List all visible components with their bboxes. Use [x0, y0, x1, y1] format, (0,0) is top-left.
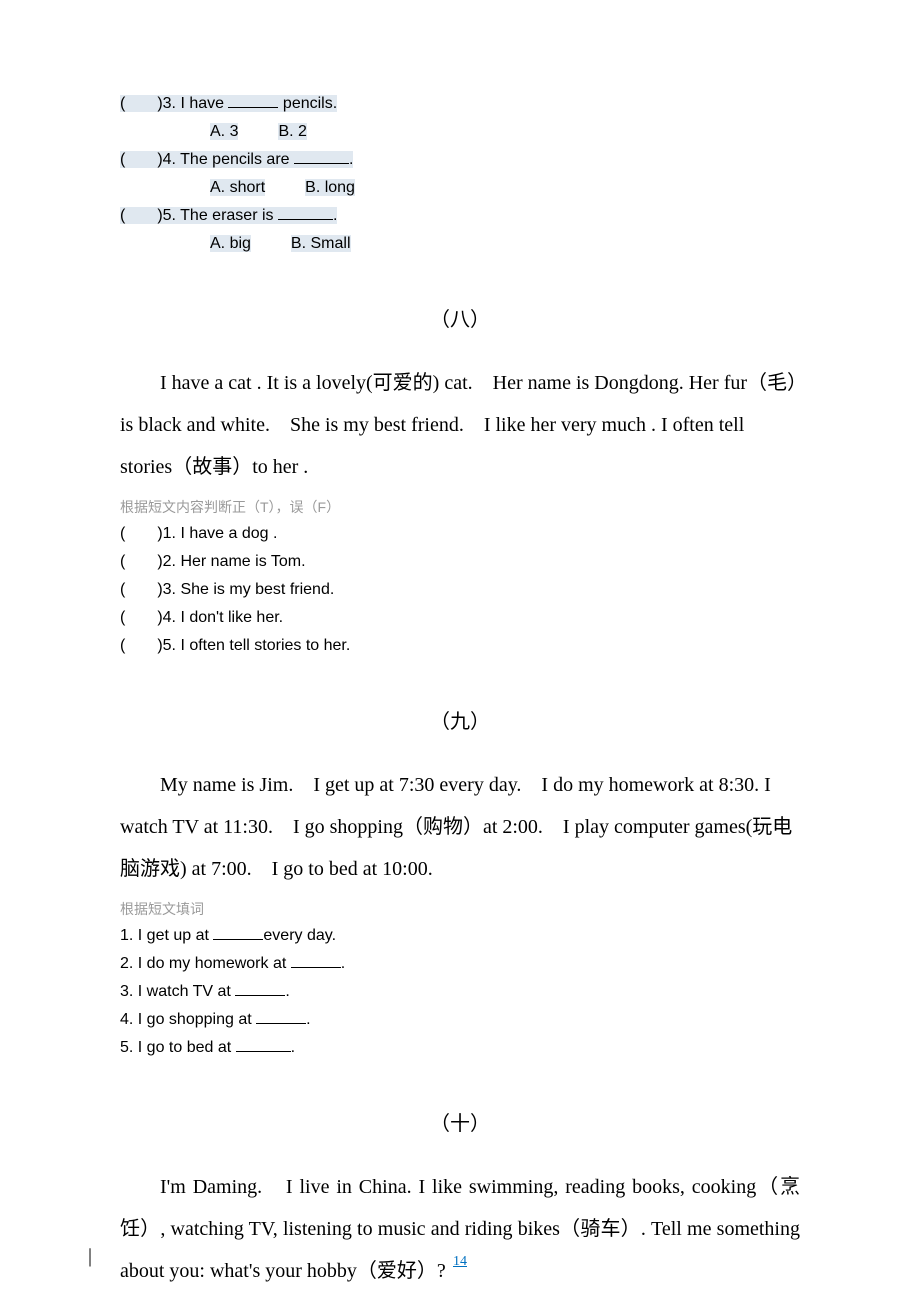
s8-item-3: ( )3. She is my best friend.: [120, 576, 800, 604]
section-8-title: （八）: [120, 303, 800, 332]
s9-item-2: 2. I do my homework at .: [120, 950, 800, 978]
question-4: ( )4. The pencils are .: [120, 146, 800, 174]
s9-item-3: 3. I watch TV at .: [120, 978, 800, 1006]
section-10-passage: I'm Daming. I live in China. I like swim…: [120, 1166, 800, 1292]
section-8-instruction: 根据短文内容判断正（T），误（F）: [120, 496, 800, 518]
q5-opt-a: A. big: [210, 235, 251, 252]
section-9-instruction: 根据短文填词: [120, 898, 800, 920]
q5-opt-b: B. Small: [291, 235, 351, 252]
q5-text: ( )5. The eraser is .: [120, 207, 337, 224]
s8-item-4: ( )4. I don't like her.: [120, 604, 800, 632]
s9-item-4: 4. I go shopping at .: [120, 1006, 800, 1034]
s8-item-5: ( )5. I often tell stories to her.: [120, 632, 800, 660]
section-9-title: （九）: [120, 705, 800, 734]
q4-opt-b: B. long: [305, 179, 355, 196]
q4-opt-a: A. short: [210, 179, 265, 196]
q3-text: ( )3. I have pencils.: [120, 95, 337, 112]
page-number: 14: [0, 1254, 920, 1270]
q3-opt-a: A. 3: [210, 123, 238, 140]
s8-item-1: ( )1. I have a dog .: [120, 520, 800, 548]
q3-opt-b: B. 2: [278, 123, 306, 140]
q4-text: ( )4. The pencils are .: [120, 151, 353, 168]
question-3: ( )3. I have pencils.: [120, 90, 800, 118]
s9-item-5: 5. I go to bed at .: [120, 1034, 800, 1062]
question-5: ( )5. The eraser is .: [120, 202, 800, 230]
section-8-passage: I have a cat . It is a lovely(可爱的) cat. …: [120, 362, 800, 488]
question-5-options: A. big B. Small: [120, 230, 800, 258]
question-4-options: A. short B. long: [120, 174, 800, 202]
question-3-options: A. 3 B. 2: [120, 118, 800, 146]
s9-item-1: 1. I get up at every day.: [120, 922, 800, 950]
s8-item-2: ( )2. Her name is Tom.: [120, 548, 800, 576]
section-10-title: （十）: [120, 1107, 800, 1136]
section-9-passage: My name is Jim. I get up at 7:30 every d…: [120, 764, 800, 890]
